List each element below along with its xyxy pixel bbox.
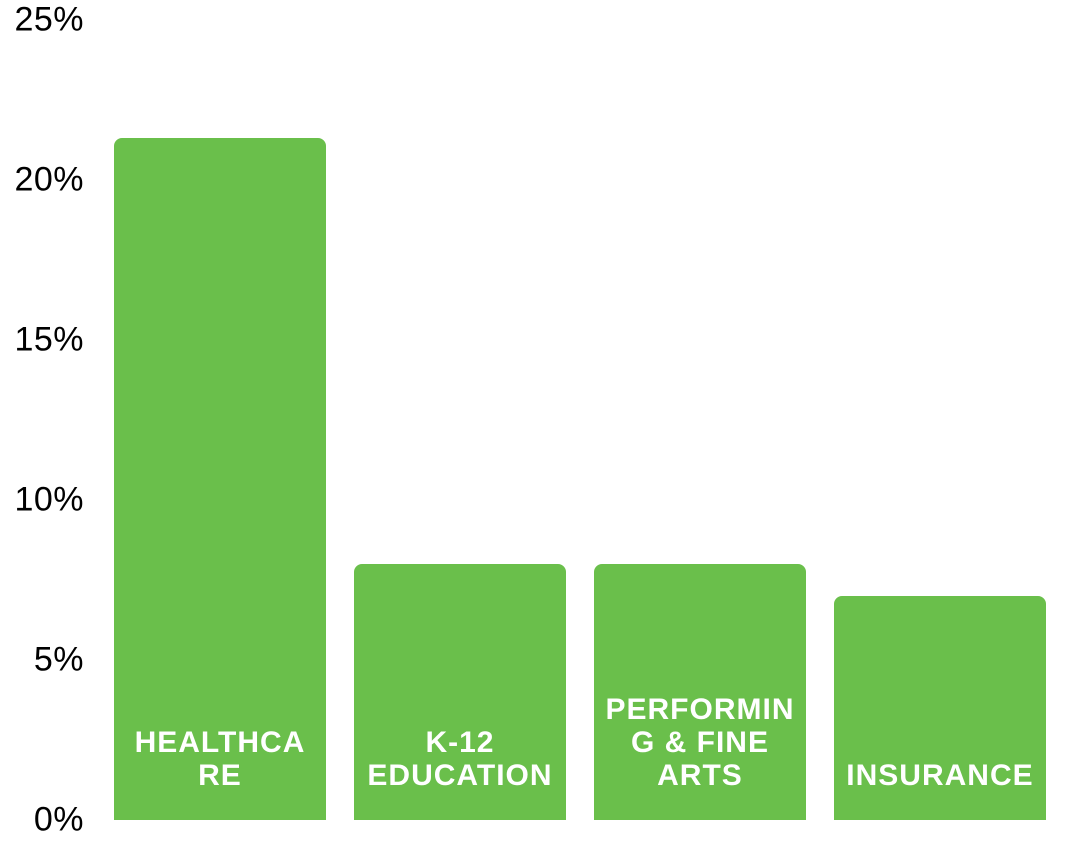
y-tick-label: 15% [14, 321, 84, 360]
y-tick-label: 25% [14, 1, 84, 40]
bar: HEALTHCARE [114, 138, 325, 820]
bar-label: INSURANCE [834, 759, 1045, 820]
bar: K-12 EDUCATION [354, 564, 565, 820]
bar: INSURANCE [834, 596, 1045, 820]
bar: PERFORMING & FINE ARTS [594, 564, 805, 820]
plot-area: 0%5%10%15%20%25% HEALTHCAREK-12 EDUCATIO… [100, 20, 1060, 820]
bar-label: HEALTHCARE [114, 726, 325, 820]
bar-chart: 0% 5% 10% 15% 20% 25% HEALTHCARE K-12 EDUCATIO… [0, 0, 1080, 864]
y-tick-label: 0% [34, 801, 84, 840]
y-tick-label: 5% [34, 641, 84, 680]
bar-label: K-12 EDUCATION [354, 726, 565, 820]
bars-container: HEALTHCARE K-12 EDUCATION PERFORMING & FIN… [100, 20, 1060, 820]
y-tick-label: 10% [14, 481, 84, 520]
bar-label: PERFORMING & FINE ARTS [594, 693, 805, 820]
y-tick-label: 20% [14, 161, 84, 200]
